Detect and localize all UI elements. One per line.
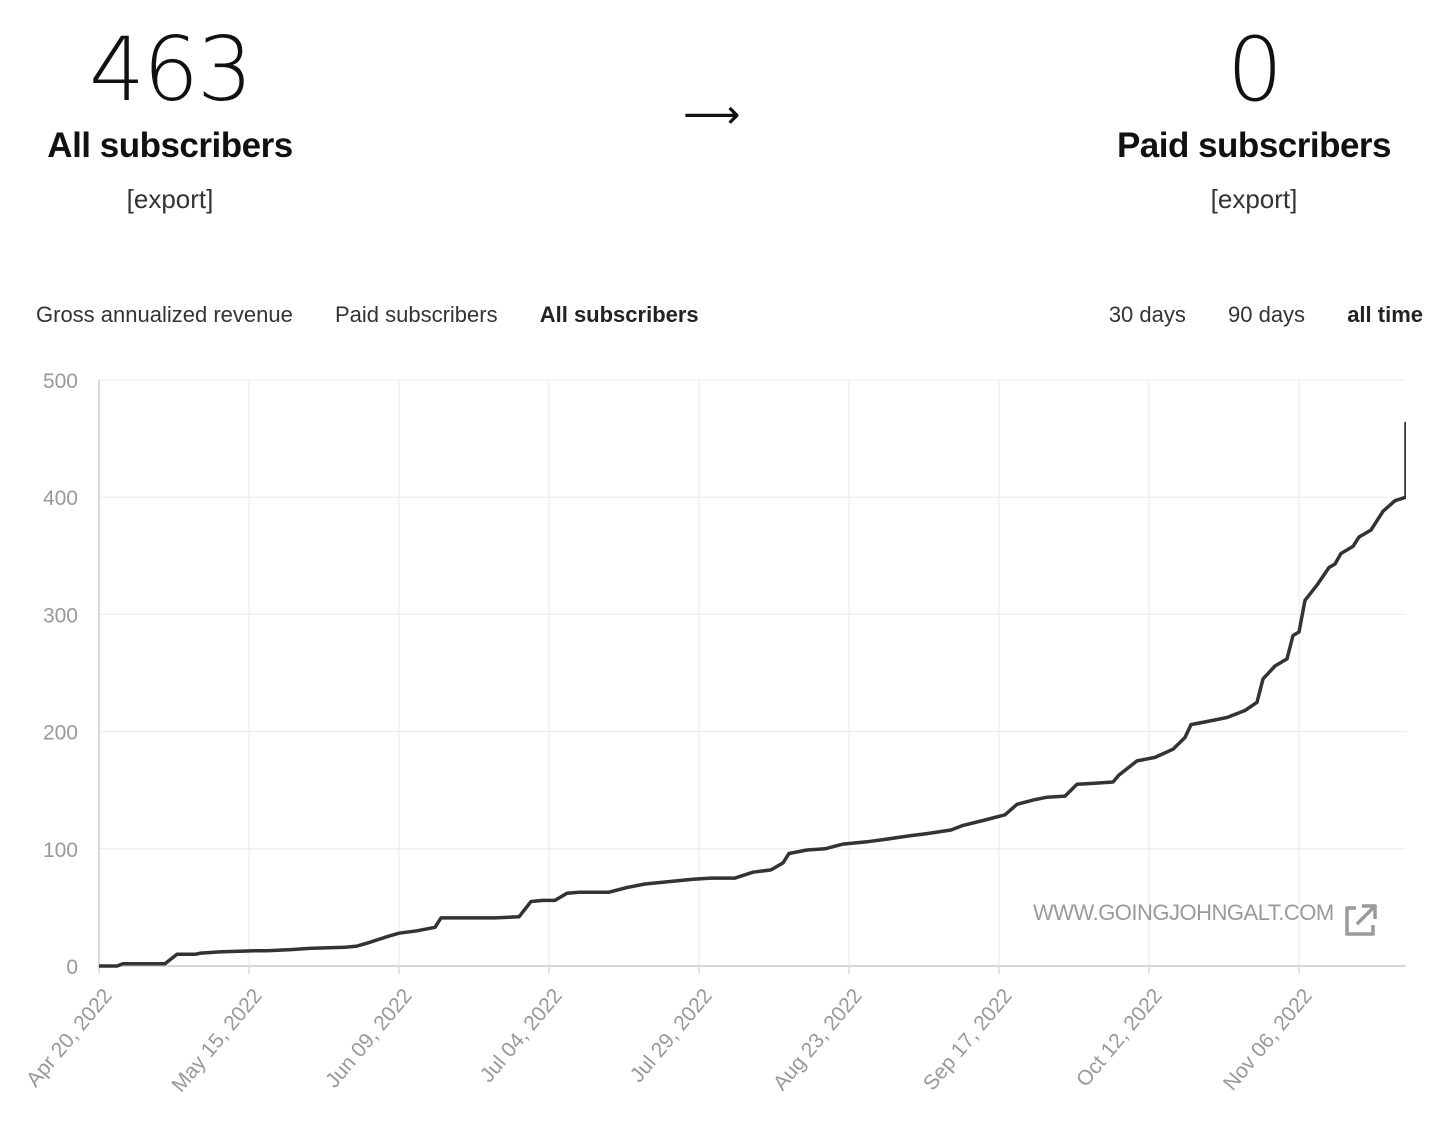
x-tick-label: Apr 20, 2022 bbox=[22, 984, 117, 1091]
y-tick-label: 0 bbox=[66, 956, 78, 979]
y-tick-label: 100 bbox=[43, 839, 78, 862]
y-tick-label: 300 bbox=[43, 604, 78, 627]
all-subscribers-stat: 463 All subscribers [export] bbox=[0, 20, 340, 215]
x-tick-label: May 15, 2022 bbox=[167, 984, 266, 1096]
y-tick-label: 500 bbox=[43, 370, 78, 393]
x-tick-label: Oct 12, 2022 bbox=[1072, 984, 1167, 1091]
y-tick-label: 200 bbox=[43, 722, 78, 745]
range-all-time[interactable]: all time bbox=[1347, 302, 1423, 327]
range-90-days[interactable]: 90 days bbox=[1228, 302, 1306, 327]
x-tick-label: Nov 06, 2022 bbox=[1219, 984, 1317, 1094]
x-tick-label: Jul 04, 2022 bbox=[476, 984, 567, 1086]
paid-subscribers-stat: 0 Paid subscribers [export] bbox=[1084, 20, 1424, 215]
tab-gross-annualized-revenue[interactable]: Gross annualized revenue bbox=[36, 302, 293, 327]
subscribers-line-chart: 0 100 200 300 400 500 Apr 20, 2022 May 15, 2022… bbox=[22, 370, 1406, 1097]
paid-subscribers-export-link[interactable]: [export] bbox=[1210, 184, 1298, 214]
paid-subscribers-label: Paid subscribers bbox=[1116, 126, 1392, 165]
y-tick-label: 400 bbox=[43, 487, 78, 510]
x-tick-label: Sep 17, 2022 bbox=[919, 984, 1017, 1095]
paid-subscribers-count: 0 bbox=[1227, 18, 1283, 121]
external-link-icon bbox=[1345, 904, 1377, 936]
x-tick-label: Jun 09, 2022 bbox=[321, 984, 417, 1092]
all-subscribers-label: All subscribers bbox=[47, 126, 293, 165]
x-tick-label: Aug 23, 2022 bbox=[769, 984, 867, 1095]
range-tabs: 30 days 90 days all time bbox=[1109, 302, 1423, 328]
series-line-0 bbox=[99, 421, 1406, 968]
all-subscribers-export-link[interactable]: [export] bbox=[126, 184, 214, 214]
watermark-text: WWW.GOINGJOHNGALT.COM bbox=[1033, 900, 1334, 925]
x-tick-label: Jul 29, 2022 bbox=[626, 984, 717, 1086]
range-30-days[interactable]: 30 days bbox=[1108, 302, 1186, 327]
tab-all-subscribers[interactable]: All subscribers bbox=[539, 302, 699, 327]
metric-tabs: Gross annualized revenue Paid subscriber… bbox=[36, 302, 735, 328]
right-arrow-icon: ⟶ bbox=[683, 92, 741, 138]
all-subscribers-count: 463 bbox=[89, 18, 253, 121]
tab-paid-subscribers[interactable]: Paid subscribers bbox=[334, 302, 498, 327]
